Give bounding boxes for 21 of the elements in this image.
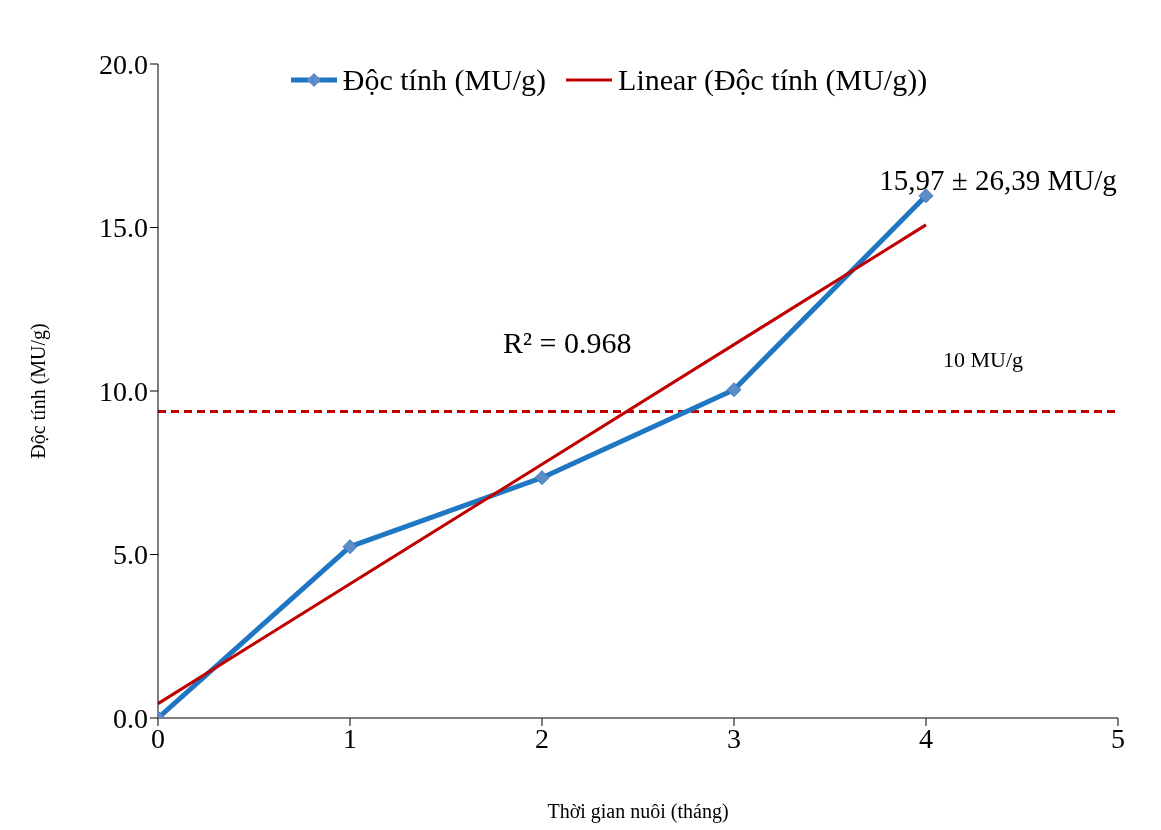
y-tick-label: 20.0: [99, 48, 148, 80]
ref-line-label: 10 MU/g: [942, 347, 1023, 373]
annotation: 15,97 ± 26,39 MU/g: [879, 163, 1117, 196]
x-tick-label: 5: [1111, 722, 1125, 754]
point: [534, 470, 550, 486]
y-axis-title: Độc tính (MU/g): [27, 323, 51, 459]
point: [726, 382, 742, 398]
point: [342, 539, 358, 555]
x-axis-title: Thời gian nuôi (tháng): [547, 800, 729, 823]
y-tick-label: 5.0: [113, 539, 148, 571]
y-tick-label: 0.0: [113, 702, 148, 734]
y-tick-label: 10.0: [99, 375, 148, 407]
y-tick-label: 15.0: [99, 212, 148, 244]
x-tick-label: 4: [919, 722, 933, 754]
legend-label: Linear (Độc tính (MU/g)): [617, 63, 928, 97]
legend-label: Độc tính (MU/g): [341, 63, 547, 97]
x-tick-label: 1: [343, 722, 357, 754]
x-tick-label: 0: [151, 722, 165, 754]
x-tick-label: 3: [727, 722, 741, 754]
annotation: R² = 0.968: [503, 326, 632, 360]
x-tick-label: 2: [535, 722, 549, 754]
